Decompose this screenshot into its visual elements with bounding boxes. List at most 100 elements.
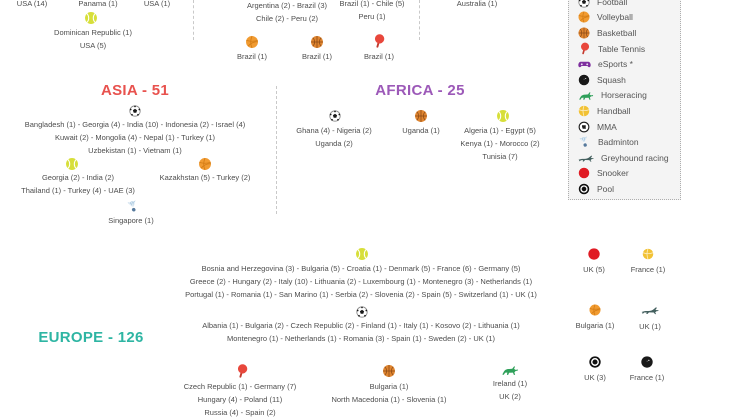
legend-label: MMA xyxy=(597,121,617,132)
country-line: Kuwait (2) - Mongolia (4) - Nepal (1) - … xyxy=(54,132,216,142)
legend-label: Horseracing xyxy=(601,90,647,101)
legend-label: Table Tennis xyxy=(598,43,646,54)
tennis-countries: Dominican Republic (1) USA (5) xyxy=(54,27,132,53)
handball-icon xyxy=(578,105,590,117)
legend: Football Volleyball Basketball Table Ten… xyxy=(568,0,681,200)
country-label: Brazil (1) xyxy=(236,52,268,61)
legend-label: Handball xyxy=(597,105,631,116)
legend-label: Football xyxy=(597,0,628,7)
asia-title: ASIA - 51 xyxy=(101,82,169,99)
legend-item-greyhound-racing: Greyhound racing xyxy=(578,150,680,166)
football-countries: Brazil (1) - Chile (5) Peru (1) xyxy=(339,0,404,24)
tennis-icon xyxy=(497,110,510,123)
country-label: Australia (1) xyxy=(456,0,498,8)
legend-label: Snooker xyxy=(597,168,629,179)
country-line: Hungary (4) - Poland (11) xyxy=(197,394,283,404)
country-label: Bulgaria (1) xyxy=(575,321,615,330)
country-line: Georgia (2) - India (2) xyxy=(41,173,115,182)
football-icon xyxy=(578,0,590,8)
country-line: UK (2) xyxy=(499,391,521,401)
football-countries: Ghana (4) - Nigeria (2) Uganda (2) xyxy=(296,125,371,151)
legend-item-mma: MMA xyxy=(578,119,680,135)
greyhound-racing-icon xyxy=(578,154,594,162)
basketball-countries: Bulgaria (1) North Macedonia (1) - Slove… xyxy=(331,381,446,407)
legend-item-badminton: Badminton xyxy=(578,134,680,150)
country-line: Argentina (2) - Brazil (3) xyxy=(246,1,328,10)
tennis-icon xyxy=(66,158,79,171)
country-line: Thailand (1) - Turkey (4) - UAE (3) xyxy=(21,185,135,195)
legend-item-basketball: Basketball xyxy=(578,25,680,41)
volleyball-icon xyxy=(246,36,259,49)
tennis-countries: Algeria (1) - Egypt (5) Kenya (1) - Moro… xyxy=(460,125,539,163)
country-label: Singapore (1) xyxy=(108,216,154,225)
country-line: Portugal (1) - Romania (1) - San Marino … xyxy=(185,289,537,299)
country-label: France (1) xyxy=(629,373,665,382)
volleyball-icon xyxy=(578,11,590,23)
pool-icon xyxy=(589,356,602,369)
tennis-countries: Bosnia and Herzegovina (3) - Bulgaria (5… xyxy=(185,263,537,301)
squash-icon xyxy=(641,356,654,369)
legend-item-horseracing: Horseracing xyxy=(578,88,680,104)
tennis-icon xyxy=(356,248,369,261)
legend-label: eSports * xyxy=(598,59,633,70)
country-line: USA (5) xyxy=(79,40,107,50)
horseracing-countries: Ireland (1) UK (2) xyxy=(493,378,527,404)
volleyball-icon xyxy=(589,304,601,316)
country-line: Peru (1) xyxy=(358,11,386,21)
table-tennis-icon xyxy=(578,42,591,55)
country-label: USA (1) xyxy=(143,0,171,8)
country-line: Tunisia (7) xyxy=(482,151,518,161)
country-line: Russia (4) - Spain (2) xyxy=(204,407,276,417)
country-line: North Macedonia (1) - Slovenia (1) xyxy=(331,394,447,404)
legend-item-table-tennis: Table Tennis xyxy=(578,41,680,57)
pool-icon xyxy=(578,183,590,195)
table-tennis-countries: Czech Republic (1) - Germany (7) Hungary… xyxy=(184,381,297,419)
basketball-icon xyxy=(415,110,428,123)
country-line: Brazil (1) - Chile (5) xyxy=(339,0,405,8)
football-icon xyxy=(329,110,341,122)
country-line: Uganda (2) xyxy=(315,138,353,148)
country-label: UK (1) xyxy=(639,322,661,331)
legend-label: Volleyball xyxy=(597,12,633,23)
legend-item-squash: Squash xyxy=(578,72,680,88)
legend-label: Squash xyxy=(597,74,626,85)
football-icon xyxy=(129,105,141,117)
table-tennis-icon xyxy=(235,364,250,379)
legend-item-snooker: Snooker xyxy=(578,166,680,182)
tennis-icon xyxy=(85,12,98,25)
football-countries: Bangladesh (1) - Georgia (4) - India (10… xyxy=(25,119,246,157)
country-label: Brazil (1) xyxy=(301,52,333,61)
greyhound-racing-icon xyxy=(641,306,659,315)
country-line: Ghana (4) - Nigeria (2) xyxy=(296,126,372,135)
handball-icon xyxy=(642,248,654,260)
country-line: Dominican Republic (1) xyxy=(54,28,132,37)
horseracing-icon xyxy=(501,364,519,376)
snooker-icon xyxy=(578,167,590,179)
divider-line xyxy=(193,0,194,40)
country-line: Albania (1) - Bulgaria (2) - Czech Repub… xyxy=(202,321,520,330)
country-line: Bangladesh (1) - Georgia (4) - India (10… xyxy=(24,120,246,129)
legend-item-volleyball: Volleyball xyxy=(578,10,680,26)
country-label: Uganda (1) xyxy=(402,126,440,135)
country-line: Czech Republic (1) - Germany (7) xyxy=(183,382,297,391)
country-line: Ireland (1) xyxy=(492,379,528,388)
country-line: Algeria (1) - Egypt (5) xyxy=(464,126,536,135)
divider-line xyxy=(419,0,420,40)
legend-label: Pool xyxy=(597,183,615,194)
horseracing-icon xyxy=(578,90,594,101)
basketball-icon xyxy=(578,27,590,39)
table-tennis-icon xyxy=(372,34,387,49)
country-line: Uzbekistan (1) - Vietnam (1) xyxy=(88,145,182,155)
badminton-icon xyxy=(578,136,591,149)
legend-item-pool: Pool xyxy=(578,181,680,197)
europe-title: EUROPE - 126 xyxy=(38,329,144,346)
country-line: Chile (2) - Peru (2) xyxy=(255,13,319,23)
football-countries: Albania (1) - Bulgaria (2) - Czech Repub… xyxy=(202,320,520,346)
country-line: Bosnia and Herzegovina (3) - Bulgaria (5… xyxy=(201,264,521,273)
legend-item-esports: eSports * xyxy=(578,56,680,72)
mma-icon xyxy=(578,121,590,133)
country-label: UK (3) xyxy=(584,373,606,382)
football-countries: Argentina (2) - Brazil (3) Chile (2) - P… xyxy=(247,0,327,26)
country-line: Bulgaria (1) xyxy=(369,382,409,391)
